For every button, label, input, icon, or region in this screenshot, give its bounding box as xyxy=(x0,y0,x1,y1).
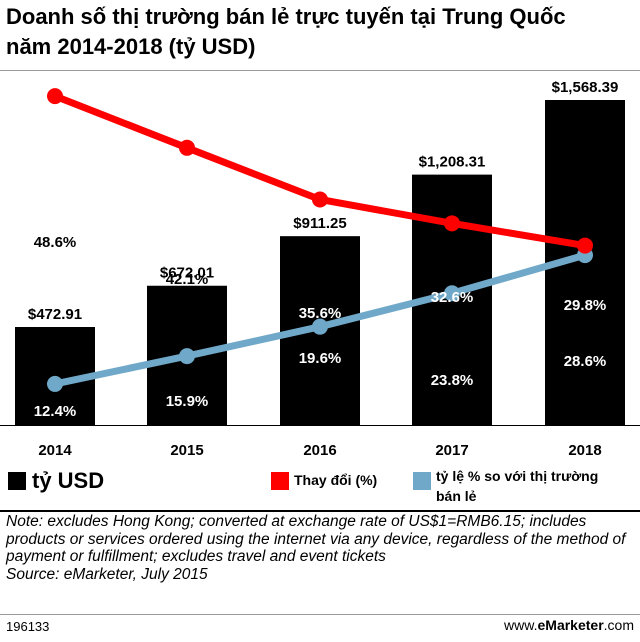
change-point-2018 xyxy=(577,237,593,254)
bar-value-label-2018: $1,568.39 xyxy=(552,79,619,96)
legend: tỷ USD Thay đổi (%) tỷ lệ % so với thị t… xyxy=(0,462,640,512)
footer-divider xyxy=(0,614,640,615)
change-label-2015: 42.1% xyxy=(166,271,209,288)
x-tick-label-2014: 2014 xyxy=(38,442,72,459)
legend-label-share: tỷ lệ % so với thị trường bán lẻ xyxy=(436,466,598,506)
change-label-2016: 35.6% xyxy=(299,305,342,322)
notes: Note: excludes Hong Kong; converted at e… xyxy=(6,513,634,583)
change-point-2017 xyxy=(444,215,460,232)
share-label-2017: 23.8% xyxy=(431,372,474,389)
chart-id: 196133 xyxy=(6,619,50,634)
brand-prefix: www. xyxy=(504,617,538,633)
share-label-2015: 15.9% xyxy=(166,393,209,410)
share-point-2017 xyxy=(444,285,460,302)
legend-label-share-line-1: tỷ lệ % so với thị trường xyxy=(436,468,599,484)
brand-name: eMarketer xyxy=(537,617,604,633)
bar-value-label-2014: $472.91 xyxy=(28,306,82,323)
x-tick-label-2016: 2016 xyxy=(303,442,336,459)
note-text: Note: excludes Hong Kong; converted at e… xyxy=(6,513,626,565)
legend-label-change: Thay đổi (%) xyxy=(294,472,378,488)
bar-value-label-2015: $672.01 xyxy=(160,265,214,282)
share-point-2015 xyxy=(179,348,195,365)
bar-value-label-2016: $911.25 xyxy=(293,215,346,232)
change-label-2017: 32.6% xyxy=(431,289,474,306)
change-label-2014: 48.6% xyxy=(34,234,77,251)
chart-title-line-1: Doanh số thị trường bán lẻ trực tuyến tạ… xyxy=(6,4,566,29)
chart-title-line-2: năm 2014-2018 (tỷ USD) xyxy=(6,34,256,59)
legend-swatch-bar xyxy=(8,472,26,490)
chart-title: Doanh số thị trường bán lẻ trực tuyến tạ… xyxy=(6,2,636,62)
notes-divider xyxy=(0,510,640,512)
legend-swatch-change xyxy=(271,472,289,490)
brand-suffix: .com xyxy=(603,617,634,633)
x-tick-label-2015: 2015 xyxy=(170,442,203,459)
x-tick-label-2017: 2017 xyxy=(435,442,468,459)
change-point-2015 xyxy=(179,139,195,156)
bar-value-label-2017: $1,208.31 xyxy=(419,154,486,171)
legend-swatch-share xyxy=(413,472,431,490)
share-label-2016: 19.6% xyxy=(299,350,342,367)
legend-label-bar: tỷ USD xyxy=(32,468,105,493)
share-point-2014 xyxy=(47,375,63,392)
share-point-2016 xyxy=(312,318,328,335)
change-point-2016 xyxy=(312,191,328,208)
share-label-2014: 12.4% xyxy=(34,403,77,420)
chart-plot: $472.91 $672.01 $911.25 $1,208.31 $1,568.39 2… xyxy=(0,79,640,459)
brand-link[interactable]: www.eMarketer.com xyxy=(504,617,634,633)
change-point-2014 xyxy=(47,88,63,105)
change-label-2018: 29.8% xyxy=(564,297,607,314)
x-tick-label-2018: 2018 xyxy=(568,442,601,459)
share-label-2018: 28.6% xyxy=(564,353,607,370)
legend-label-share-line-2: bán lẻ xyxy=(436,488,477,504)
source-text: Source: eMarketer, July 2015 xyxy=(6,565,208,583)
title-divider xyxy=(0,70,640,71)
